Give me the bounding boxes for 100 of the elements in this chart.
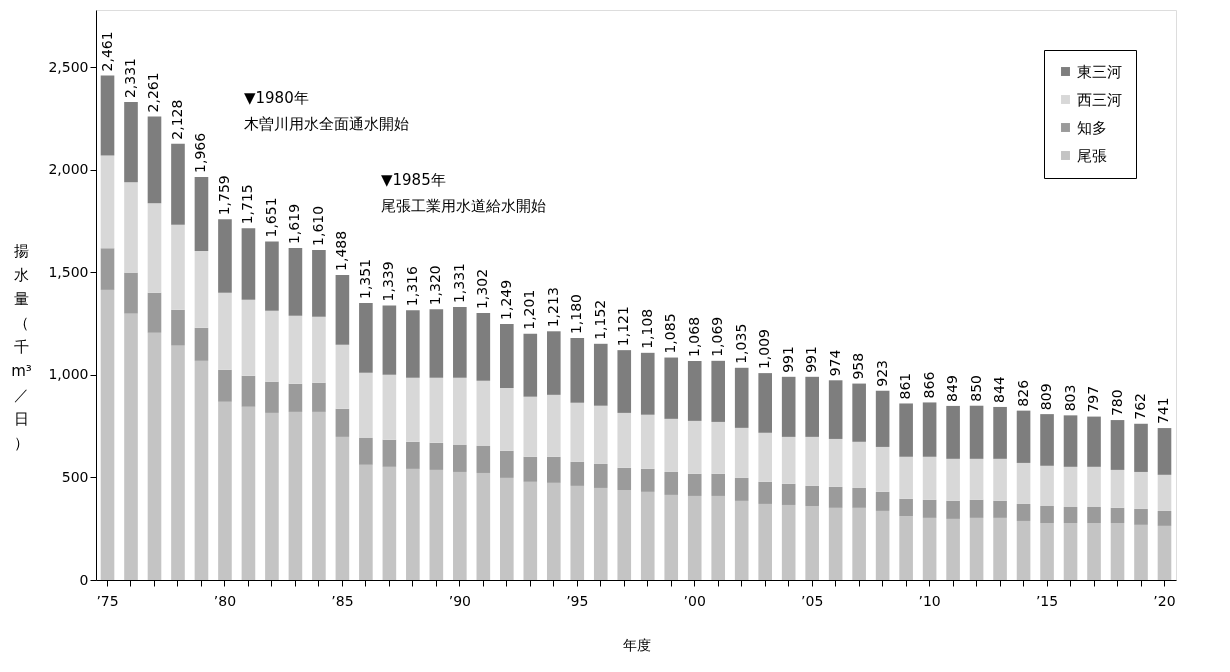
bar — [171, 345, 185, 580]
bar — [218, 219, 232, 293]
bar — [429, 442, 444, 470]
total-label: 1,320 — [427, 265, 444, 306]
bar — [500, 387, 514, 451]
bar — [1157, 525, 1172, 580]
text: 揚水量（千m³／日） — [11, 241, 32, 452]
bar — [805, 505, 819, 580]
total-label: 850 — [967, 374, 984, 402]
bar — [382, 466, 397, 580]
bar — [406, 377, 420, 442]
bar — [171, 309, 185, 346]
bar — [265, 310, 279, 382]
bar — [1087, 507, 1101, 523]
total-label: 1,085 — [662, 313, 679, 354]
total-label: 849 — [944, 375, 961, 402]
bar — [758, 503, 772, 580]
total-label: 780 — [1108, 389, 1125, 417]
total-label: 1,249 — [497, 279, 514, 320]
total-label: 958 — [850, 352, 867, 380]
bar — [476, 445, 491, 473]
bar — [288, 248, 303, 316]
bar — [781, 436, 796, 484]
total-label: 1,201 — [521, 289, 538, 330]
bar — [147, 332, 162, 580]
total-label: 1,715 — [239, 184, 256, 225]
bar — [1040, 465, 1054, 506]
bar — [805, 436, 819, 486]
total-label: 762 — [1132, 393, 1148, 420]
bar — [523, 333, 538, 397]
bar — [147, 116, 162, 204]
bar — [312, 249, 326, 317]
total-label: 1,035 — [732, 323, 749, 364]
bar — [1016, 503, 1031, 521]
bar — [664, 471, 679, 495]
bar — [922, 517, 937, 580]
bar — [100, 289, 115, 580]
bar — [687, 495, 702, 580]
bar — [100, 155, 115, 249]
legend-label: 東三河 — [1077, 62, 1122, 81]
total-label: 2,128 — [168, 99, 185, 140]
bar — [429, 309, 444, 378]
bar — [194, 250, 209, 328]
total-label: 1,069 — [709, 316, 726, 357]
bar — [946, 500, 960, 519]
bar — [124, 313, 138, 580]
bar — [147, 292, 162, 333]
annotation: 木曽川用水全面通水開始 — [244, 115, 409, 133]
bar — [382, 439, 397, 467]
bar — [288, 411, 303, 580]
legend-label: 尾張 — [1077, 146, 1107, 165]
bar — [664, 494, 679, 580]
bar — [1063, 523, 1078, 580]
bar — [1110, 507, 1125, 523]
bar — [453, 377, 467, 445]
bar — [453, 471, 467, 580]
x-tick-label: ’75 — [96, 592, 119, 609]
y-tick-label: 2,000 — [48, 161, 89, 178]
total-label: 1,108 — [638, 308, 655, 349]
bar — [969, 517, 984, 580]
bar — [946, 458, 960, 501]
bar — [382, 305, 397, 375]
total-label: 1,619 — [286, 203, 303, 245]
total-label: 1,316 — [403, 266, 420, 307]
y-tick-label: 1,000 — [48, 366, 89, 383]
bar — [382, 374, 397, 440]
bar — [500, 323, 514, 388]
bar — [124, 182, 138, 273]
bar — [124, 272, 138, 314]
bar — [570, 338, 585, 403]
annotation: ▼1985年 — [381, 171, 446, 189]
bar — [1063, 415, 1078, 467]
bar — [1157, 510, 1172, 526]
bar — [194, 327, 209, 361]
bar — [875, 446, 890, 492]
bar — [335, 344, 350, 409]
total-label: 1,009 — [756, 329, 773, 370]
x-tick-label: ’90 — [448, 592, 471, 609]
bar — [1040, 414, 1054, 466]
bar — [922, 499, 937, 518]
bar — [781, 483, 796, 505]
bar — [523, 456, 538, 482]
bar — [171, 143, 185, 225]
total-label: 1,488 — [333, 230, 350, 271]
total-label: 1,651 — [262, 197, 279, 238]
total-label: 1,331 — [450, 263, 467, 304]
bar — [828, 486, 843, 508]
bar — [359, 303, 373, 373]
total-label: 826 — [1014, 379, 1031, 407]
bar — [241, 375, 256, 407]
total-label: 741 — [1155, 397, 1172, 425]
total-label: 803 — [1061, 384, 1078, 412]
bar — [1110, 523, 1125, 580]
bar — [758, 373, 772, 433]
bar — [593, 405, 608, 464]
bar — [1110, 469, 1125, 508]
bar — [687, 473, 702, 496]
bar — [218, 401, 232, 580]
x-tick-label: ’20 — [1153, 592, 1176, 609]
bar — [218, 369, 232, 402]
